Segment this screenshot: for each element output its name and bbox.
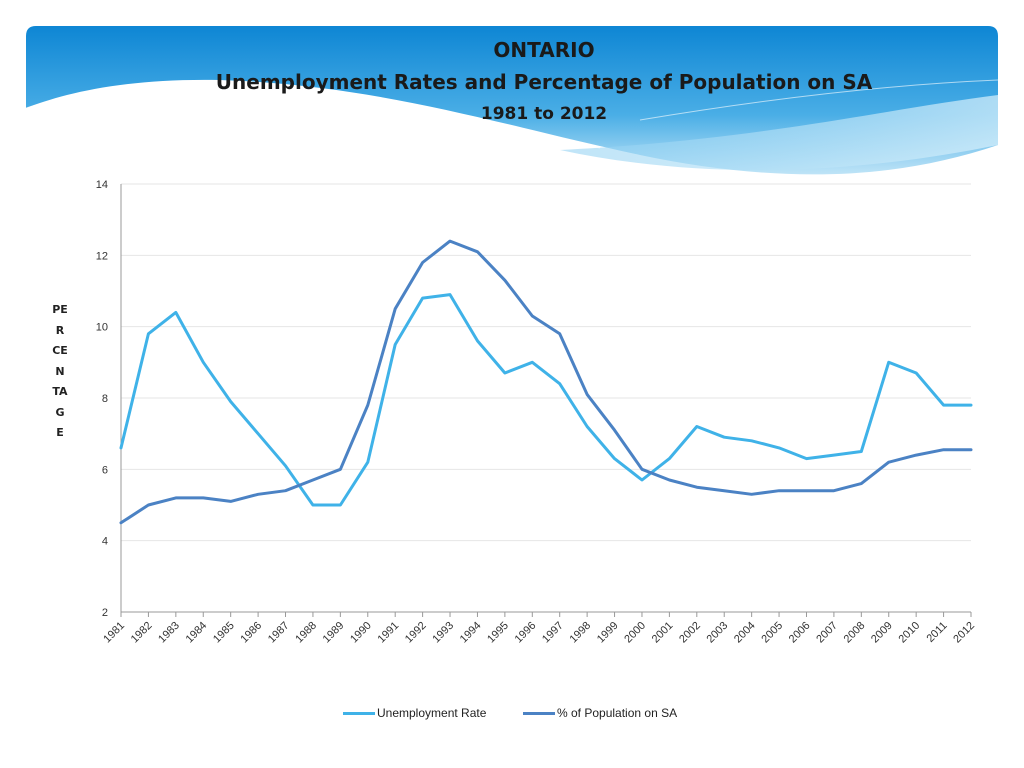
chart-title-block: ONTARIO Unemployment Rates and Percentag…: [0, 34, 1024, 130]
x-tick-label: 2000: [622, 620, 648, 646]
x-tick-label: 2001: [650, 620, 676, 646]
x-tick-label: 1988: [293, 620, 319, 646]
x-tick-label: 1990: [348, 620, 374, 646]
x-tick-label: 1987: [266, 620, 292, 646]
y-tick-label: 14: [96, 179, 108, 191]
x-tick-label: 1983: [156, 620, 182, 646]
x-tick-label: 1986: [238, 620, 264, 646]
x-tick-label: 1992: [403, 620, 429, 646]
x-tick-label: 2011: [924, 620, 949, 645]
legend-label-unemployment: Unemployment Rate: [377, 706, 487, 720]
x-tick-label: 2012: [951, 620, 977, 646]
legend: Unemployment Rate % of Population on SA: [0, 706, 1024, 726]
x-tick-label: 1985: [211, 620, 237, 646]
legend-item-sa: % of Population on SA: [523, 706, 677, 720]
x-tick-label: 1982: [129, 620, 155, 646]
x-tick-label: 2005: [759, 620, 785, 646]
x-tick-label: 2008: [842, 620, 868, 646]
title-line-2: Unemployment Rates and Percentage of Pop…: [215, 70, 873, 94]
x-tick-label: 2003: [705, 620, 731, 646]
y-axis-label: PERCENTAGE: [52, 303, 68, 439]
x-tick-label: 1993: [430, 620, 456, 646]
x-tick-label: 1998: [567, 620, 593, 646]
header-banner: [25, 26, 999, 175]
x-tick-label: 1995: [485, 620, 511, 646]
x-tick-label: 2007: [814, 620, 840, 646]
x-tick-label: 1991: [376, 620, 402, 646]
title-line-1: ONTARIO: [493, 38, 595, 62]
x-tick-label: 1989: [321, 620, 347, 646]
x-tick-label: 2004: [732, 620, 758, 646]
x-tick-label: 1984: [184, 620, 210, 646]
x-tick-label: 1981: [101, 620, 127, 646]
y-tick-label: 6: [102, 464, 108, 476]
x-tick-label: 1994: [458, 620, 484, 646]
legend-label-sa: % of Population on SA: [557, 706, 678, 720]
legend-item-unemployment: Unemployment Rate: [343, 706, 486, 720]
legend-swatch-unemployment: [343, 711, 375, 715]
x-tick-label: 1996: [513, 620, 539, 646]
series-line-unemployment: [119, 293, 973, 507]
series-line-sa: [119, 239, 973, 525]
x-tick-label: 2002: [677, 620, 703, 646]
x-tick-label: 2006: [787, 620, 813, 646]
legend-swatch-sa: [523, 711, 555, 715]
x-tick-label: 2009: [869, 620, 895, 646]
y-tick-label: 8: [102, 393, 108, 405]
x-tick-label: 2010: [896, 620, 922, 646]
y-tick-label: 12: [96, 250, 108, 262]
y-tick-label: 2: [102, 607, 108, 619]
title-line-3: 1981 to 2012: [480, 104, 608, 124]
x-tick-label: 1997: [540, 620, 566, 646]
y-tick-label: 10: [96, 322, 108, 334]
x-tick-label: 1999: [595, 620, 621, 646]
y-tick-label: 4: [102, 536, 108, 548]
